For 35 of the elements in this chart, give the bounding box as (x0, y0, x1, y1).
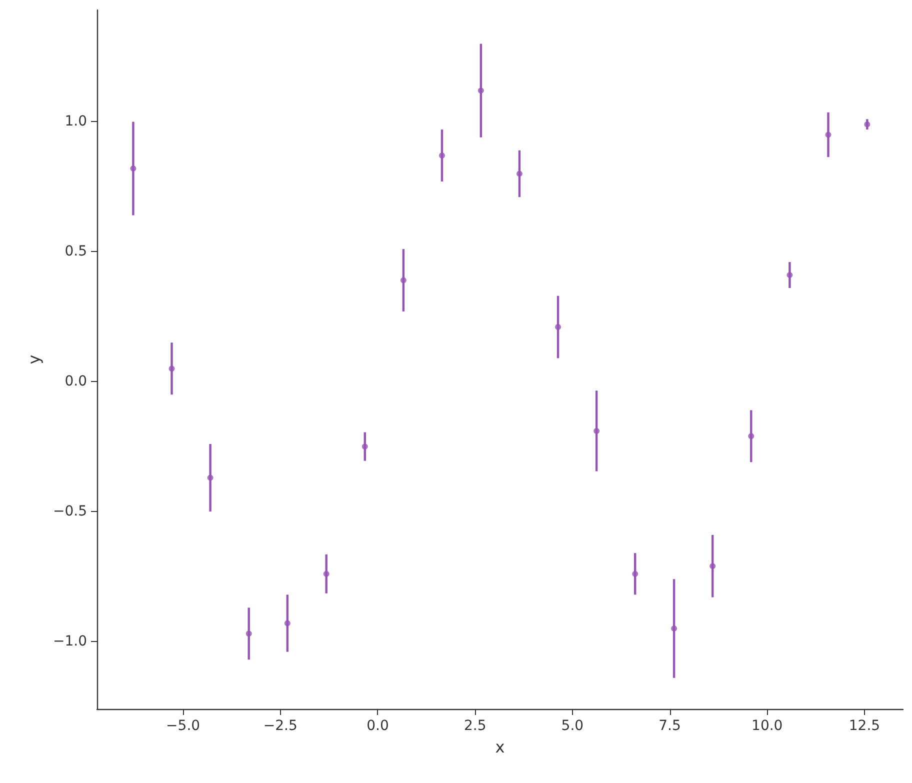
point (710, 563, 716, 570)
point (246, 630, 252, 637)
point (748, 433, 754, 440)
x-axis-title: x (495, 738, 505, 756)
point (400, 277, 406, 284)
point (438, 152, 445, 159)
point (478, 88, 484, 94)
y-tick-label: −1.0 (53, 633, 87, 650)
point (130, 166, 136, 172)
x-tick-label: 10.0 (752, 718, 783, 734)
x-tick-label: 0.0 (366, 718, 389, 734)
point (786, 272, 793, 278)
y-tick-label: 0.5 (64, 244, 87, 260)
point (864, 121, 870, 128)
x-tick-label: 12.5 (848, 718, 880, 734)
point (594, 428, 600, 434)
point (671, 625, 678, 632)
x-tick-label: −2.5 (263, 718, 298, 734)
point (632, 570, 638, 577)
point (516, 170, 522, 177)
point (284, 620, 290, 626)
x-tick-label: 7.5 (658, 718, 681, 734)
y-tick-label: −0.5 (53, 504, 87, 520)
point (825, 132, 832, 138)
x-tick-label: 5.0 (561, 718, 584, 734)
y-tick-label: 1.0 (64, 114, 87, 130)
point (362, 444, 368, 450)
x-tick-label: −5.0 (166, 718, 200, 734)
x-tick-label: 2.5 (464, 718, 486, 734)
point (323, 570, 330, 577)
y-tick-label: 0.0 (64, 374, 87, 390)
y-axis-title: y (24, 354, 44, 364)
point (168, 366, 175, 372)
point (555, 324, 562, 330)
point (207, 474, 214, 481)
